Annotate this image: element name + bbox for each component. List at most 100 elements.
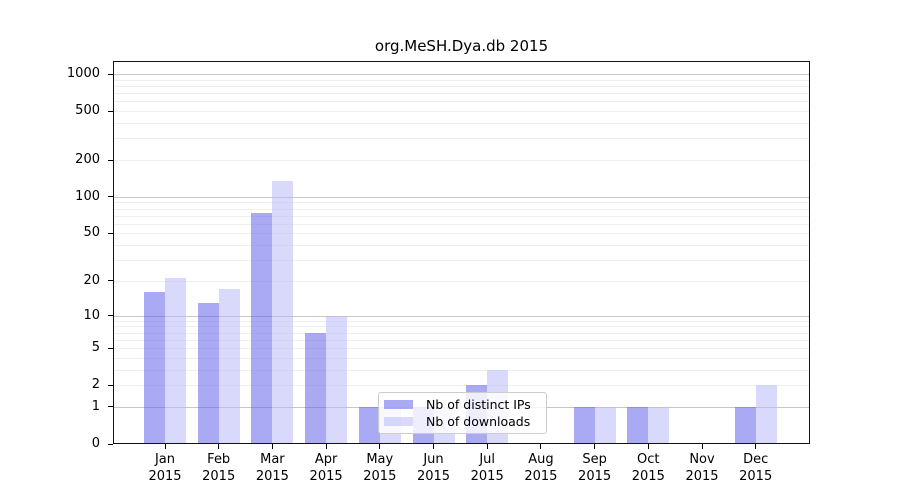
y-tick-label: 50 bbox=[83, 225, 100, 241]
x-tick-label-year: 2015 bbox=[631, 469, 665, 484]
y-tick-mark bbox=[108, 315, 113, 317]
legend-row-distinct-ips: Nb of distinct IPs bbox=[384, 397, 540, 412]
y-gridline-minor bbox=[114, 280, 809, 282]
y-tick-mark bbox=[108, 232, 113, 234]
y-tick-mark bbox=[108, 443, 113, 445]
x-tick-label-year: 2015 bbox=[363, 469, 397, 484]
x-tick-label: Oct 2015 bbox=[620, 451, 676, 485]
y-tick-mark bbox=[108, 384, 113, 386]
y-tick-mark bbox=[108, 406, 113, 408]
bar-downloads-sep bbox=[594, 406, 616, 443]
y-gridline-major bbox=[114, 315, 809, 317]
x-tick-mark bbox=[755, 444, 757, 449]
y-gridline-major bbox=[114, 74, 809, 76]
chart-title: org.MeSH.Dya.db 2015 bbox=[374, 37, 549, 55]
legend-swatch-distinct-ips bbox=[384, 400, 413, 409]
x-tick-label-year: 2015 bbox=[524, 469, 558, 484]
y-gridline-minor bbox=[114, 111, 809, 113]
y-gridline-minor bbox=[114, 260, 809, 262]
y-tick-label: 500 bbox=[75, 103, 100, 119]
legend-row-downloads: Nb of downloads bbox=[384, 414, 540, 429]
x-tick-label: Sep 2015 bbox=[567, 451, 623, 485]
y-tick-mark bbox=[108, 196, 113, 198]
y-gridline-minor bbox=[114, 93, 809, 95]
x-tick-label-month: May bbox=[366, 452, 394, 467]
x-tick-label: Apr 2015 bbox=[298, 451, 354, 485]
x-tick-mark bbox=[271, 444, 273, 449]
y-gridline-minor bbox=[114, 85, 809, 87]
x-tick-mark bbox=[486, 444, 488, 449]
x-tick-mark bbox=[433, 444, 434, 449]
bar-downloads-mar bbox=[272, 180, 294, 443]
x-tick-mark bbox=[379, 444, 381, 449]
y-tick-label: 100 bbox=[75, 188, 100, 204]
y-gridline-minor bbox=[114, 245, 809, 247]
x-tick-label-month: Sep bbox=[582, 452, 607, 467]
bar-distinct_ips-jan bbox=[144, 292, 165, 443]
x-tick-mark bbox=[218, 444, 220, 449]
bar-distinct_ips-sep bbox=[573, 406, 595, 443]
x-tick-label: Jul 2015 bbox=[459, 451, 515, 485]
bar-distinct_ips-dec bbox=[734, 406, 756, 443]
y-tick-label: 200 bbox=[75, 152, 100, 168]
y-gridline-minor bbox=[114, 208, 809, 210]
bar-downloads-apr bbox=[326, 315, 348, 443]
x-tick-label-month: Jan bbox=[154, 452, 176, 467]
x-tick-label: Jan 2015 bbox=[137, 451, 193, 485]
legend-swatch-downloads bbox=[384, 417, 413, 426]
y-gridline-minor bbox=[114, 348, 809, 350]
y-gridline-minor bbox=[114, 332, 809, 334]
x-tick-label-month: Jul bbox=[479, 452, 496, 467]
x-tick-label: Aug 2015 bbox=[513, 451, 569, 485]
y-gridline-minor bbox=[114, 339, 809, 341]
y-tick-mark bbox=[108, 110, 113, 112]
bar-downloads-dec bbox=[755, 385, 777, 443]
y-tick-label: 2 bbox=[91, 377, 100, 393]
x-tick-label-month: Mar bbox=[260, 452, 285, 467]
x-tick-mark bbox=[594, 444, 596, 449]
y-gridline-minor bbox=[114, 215, 809, 217]
x-tick-label: Nov 2015 bbox=[674, 451, 730, 485]
bar-downloads-jan bbox=[165, 278, 186, 443]
y-tick-label: 5 bbox=[91, 340, 100, 356]
legend-label-downloads: Nb of downloads bbox=[426, 414, 531, 429]
bar-distinct_ips-may bbox=[358, 406, 380, 443]
x-tick-label-year: 2015 bbox=[685, 469, 719, 484]
x-tick-mark bbox=[540, 444, 542, 449]
y-gridline-minor bbox=[114, 160, 809, 162]
y-gridline-minor bbox=[114, 320, 809, 322]
x-tick-mark bbox=[325, 444, 327, 449]
y-gridline-minor bbox=[114, 79, 809, 81]
x-tick-label-month: Aug bbox=[528, 452, 554, 467]
x-tick-label-month: Nov bbox=[689, 452, 715, 467]
x-tick-label: Mar 2015 bbox=[244, 451, 300, 485]
x-tick-label: Feb 2015 bbox=[191, 451, 247, 485]
y-tick-label: 0 bbox=[91, 436, 100, 451]
y-tick-label: 10 bbox=[83, 307, 100, 323]
y-gridline-major bbox=[114, 196, 809, 198]
y-tick-mark bbox=[108, 280, 113, 282]
bar-downloads-oct bbox=[648, 406, 670, 443]
x-tick-label-year: 2015 bbox=[309, 469, 343, 484]
y-gridline-minor bbox=[114, 202, 809, 204]
legend: Nb of distinct IPs Nb of downloads bbox=[378, 392, 547, 434]
y-gridline-minor bbox=[114, 357, 809, 359]
bar-distinct_ips-mar bbox=[251, 212, 273, 443]
y-tick-label: 20 bbox=[83, 272, 100, 288]
x-tick-mark bbox=[164, 444, 166, 449]
x-tick-label-year: 2015 bbox=[148, 469, 182, 484]
x-tick-label-year: 2015 bbox=[578, 469, 612, 484]
legend-label-distinct-ips: Nb of distinct IPs bbox=[426, 397, 531, 412]
y-gridline-minor bbox=[114, 123, 809, 125]
x-tick-label-year: 2015 bbox=[739, 469, 773, 484]
x-tick-label-year: 2015 bbox=[416, 469, 451, 484]
y-gridline-minor bbox=[114, 385, 809, 387]
bar-distinct_ips-oct bbox=[627, 406, 649, 443]
y-tick-label: 1000 bbox=[66, 66, 100, 82]
y-tick-mark bbox=[108, 347, 113, 349]
x-tick-label-year: 2015 bbox=[470, 469, 504, 484]
x-tick-label-month: Oct bbox=[637, 452, 660, 467]
x-tick-label-month: Jun bbox=[423, 452, 444, 467]
bar-downloads-feb bbox=[218, 289, 240, 443]
